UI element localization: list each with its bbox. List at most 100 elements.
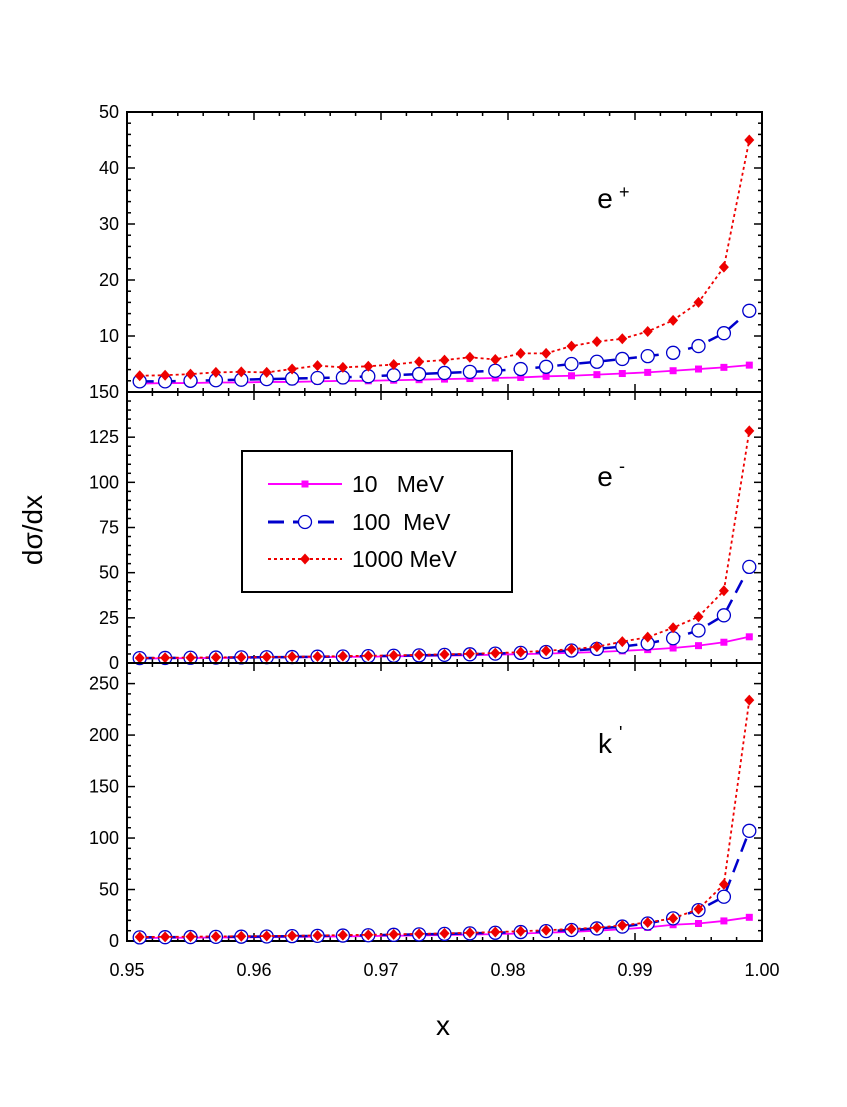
data-point xyxy=(742,559,757,575)
data-point xyxy=(745,361,753,369)
data-point xyxy=(745,633,753,641)
data-point xyxy=(386,368,401,383)
series-3 xyxy=(134,134,755,382)
data-point xyxy=(388,649,399,661)
data-point xyxy=(517,373,525,381)
data-point xyxy=(617,636,628,648)
data-point xyxy=(744,694,755,706)
data-point xyxy=(287,651,298,663)
data-point xyxy=(693,903,704,915)
data-point xyxy=(185,652,196,664)
data-point xyxy=(414,928,425,940)
data-point xyxy=(361,369,376,384)
data-point xyxy=(287,363,298,375)
series-line xyxy=(139,699,751,938)
y-tick-label: 20 xyxy=(99,270,119,290)
data-point xyxy=(541,347,552,359)
y-tick-label: 0 xyxy=(109,653,119,673)
data-point xyxy=(716,889,732,904)
y-tick-label: 250 xyxy=(89,674,119,694)
data-point xyxy=(363,360,374,372)
data-point xyxy=(515,925,526,937)
data-point xyxy=(669,367,677,375)
panel-2: 0 25 50 75 100 125 150 e - xyxy=(89,382,763,673)
legend-marker xyxy=(301,480,309,488)
data-point xyxy=(513,361,528,377)
x-tick-label: 0.99 xyxy=(617,960,652,980)
data-point xyxy=(312,929,323,941)
x-tick-label: 1.00 xyxy=(744,960,779,980)
y-tick-label: 30 xyxy=(99,214,119,234)
data-point xyxy=(464,351,475,363)
y-tick-label: 0 xyxy=(109,931,119,951)
y-tick-label: 150 xyxy=(89,777,119,797)
legend-box xyxy=(241,450,513,593)
y-tick-label: 50 xyxy=(99,880,119,900)
y-tick-label: 10 xyxy=(99,326,119,346)
y-tick-label: 50 xyxy=(99,102,119,122)
data-point xyxy=(691,338,706,354)
panel-1: 10 20 30 40 50 e + xyxy=(99,102,763,393)
data-point xyxy=(437,365,452,381)
data-point xyxy=(617,919,628,931)
data-point xyxy=(210,366,221,378)
data-point xyxy=(462,364,478,379)
data-point xyxy=(538,359,554,374)
data-point xyxy=(439,648,450,660)
data-point xyxy=(134,931,145,943)
data-point xyxy=(185,368,196,380)
data-point xyxy=(720,917,728,925)
data-point xyxy=(665,345,681,360)
data-point xyxy=(335,370,351,385)
data-point xyxy=(134,652,145,664)
data-point xyxy=(490,647,501,659)
data-point xyxy=(668,314,679,326)
data-point xyxy=(185,931,196,943)
data-point xyxy=(589,354,605,369)
data-point xyxy=(668,912,679,924)
data-point xyxy=(210,651,221,663)
y-tick-label: 50 xyxy=(99,563,119,583)
legend-label: 1000 MeV xyxy=(352,546,458,572)
data-point xyxy=(134,370,145,382)
data-point xyxy=(716,326,732,341)
data-point xyxy=(464,927,475,939)
data-point xyxy=(236,366,247,378)
data-point xyxy=(363,929,374,941)
data-point xyxy=(490,354,501,366)
x-tick-label: 0.98 xyxy=(490,960,525,980)
panel-label-superscript: - xyxy=(619,456,625,476)
data-point xyxy=(160,369,171,381)
y-tick-label: 125 xyxy=(89,427,119,447)
data-point xyxy=(718,585,729,597)
data-point xyxy=(210,930,221,942)
data-point xyxy=(566,340,577,352)
series-3 xyxy=(134,425,755,664)
y-axis-title: dσ/dx xyxy=(17,495,48,565)
data-point xyxy=(310,370,325,386)
data-point xyxy=(464,648,475,660)
data-point xyxy=(644,368,652,376)
data-point xyxy=(718,261,729,273)
data-point xyxy=(693,611,704,623)
data-point xyxy=(744,425,755,437)
data-point xyxy=(337,650,348,662)
data-point xyxy=(720,638,728,646)
legend-marker xyxy=(297,514,313,530)
data-point xyxy=(388,359,399,371)
data-point xyxy=(668,622,679,634)
data-point xyxy=(568,372,575,380)
panel-label-superscript: ' xyxy=(619,723,622,743)
data-point xyxy=(411,366,427,382)
legend-label: 100 MeV xyxy=(352,509,451,535)
data-point xyxy=(337,361,348,373)
y-tick-label: 75 xyxy=(99,518,119,538)
data-point xyxy=(236,930,247,942)
data-point xyxy=(261,366,272,378)
data-point xyxy=(591,641,602,653)
data-point xyxy=(640,349,655,364)
data-point xyxy=(720,363,728,371)
data-point xyxy=(515,347,526,359)
data-point xyxy=(414,356,425,368)
